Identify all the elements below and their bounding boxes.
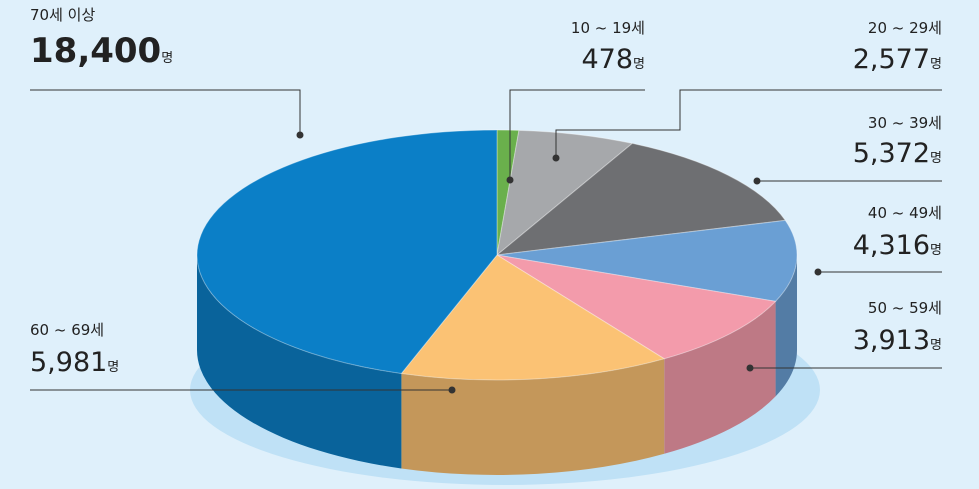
category-label: 40 ~ 49세	[868, 204, 942, 222]
unit-label: 명	[930, 151, 942, 166]
value-label: 5,981	[30, 347, 107, 378]
category-label: 30 ~ 39세	[868, 114, 942, 132]
category-label: 70세 이상	[30, 6, 95, 24]
category-label: 60 ~ 69세	[30, 321, 104, 339]
leader-dot	[746, 364, 754, 372]
leader-line	[509, 89, 645, 180]
value-label-group: 478명	[581, 44, 645, 75]
slice	[400, 254, 666, 381]
value-label-group: 2,577명	[853, 44, 942, 75]
value-label-group: 18,400명	[30, 31, 173, 71]
leader-dot	[552, 154, 560, 162]
leader-line	[30, 89, 301, 135]
leader-dot	[753, 177, 761, 185]
value-label-group: 3,913명	[853, 325, 942, 356]
value-label: 2,577	[853, 44, 930, 75]
value-label-group: 5,981명	[30, 347, 119, 378]
value-label: 3,913	[853, 325, 930, 356]
leader-line	[555, 89, 942, 158]
category-label: 20 ~ 29세	[868, 19, 942, 37]
slice-side	[775, 255, 797, 397]
leader-dot	[814, 268, 822, 276]
value-label: 5,372	[853, 138, 930, 169]
leader-dot	[506, 176, 514, 184]
slice-side	[401, 358, 665, 475]
pie-sides	[197, 255, 797, 475]
value-label: 18,400	[30, 31, 161, 71]
unit-label: 명	[930, 57, 942, 72]
category-label: 50 ~ 59세	[868, 299, 942, 317]
category-label: 10 ~ 19세	[571, 19, 645, 37]
unit-label: 명	[161, 51, 173, 66]
value-label: 478	[581, 44, 633, 75]
value-label-group: 4,316명	[853, 230, 942, 261]
leader-dot	[448, 386, 456, 394]
slice	[196, 129, 498, 375]
value-label-group: 5,372명	[853, 138, 942, 169]
slice-side	[664, 301, 776, 454]
unit-label: 명	[633, 57, 645, 72]
unit-label: 명	[930, 243, 942, 258]
unit-label: 명	[930, 338, 942, 353]
slice	[496, 254, 777, 360]
slice	[496, 129, 634, 257]
value-label: 4,316	[853, 230, 930, 261]
slice	[495, 142, 787, 256]
slice	[496, 219, 798, 302]
slice-side	[197, 255, 402, 469]
slice	[496, 129, 520, 256]
unit-label: 명	[107, 360, 119, 375]
pie-tops	[196, 129, 798, 381]
leader-dot	[296, 131, 304, 139]
